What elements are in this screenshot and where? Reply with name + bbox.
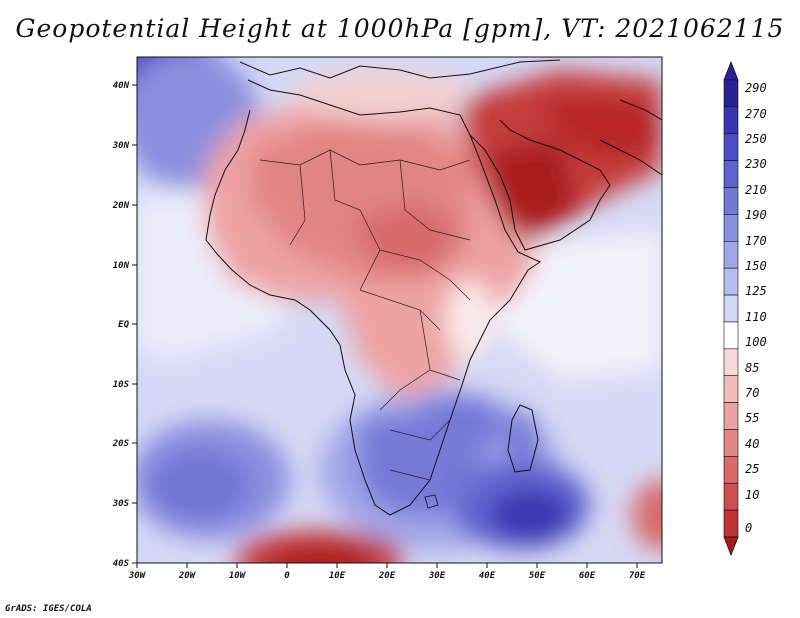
colorbar-swatch bbox=[723, 160, 739, 188]
lon-label: 30E bbox=[428, 571, 446, 581]
colorbar-swatch bbox=[723, 375, 739, 403]
colorbar-swatch bbox=[723, 106, 739, 135]
lat-label: 10S bbox=[113, 380, 130, 390]
lat-axis: 40N 30N 20N 10N EQ 10S 20S 30S 40S bbox=[112, 81, 137, 569]
lat-label: 30N bbox=[112, 141, 130, 151]
lon-label: 20E bbox=[378, 571, 396, 581]
lon-label: 60E bbox=[579, 571, 596, 581]
lon-label: 30W bbox=[128, 571, 147, 581]
lon-label: 10E bbox=[329, 571, 346, 581]
lat-label: 20N bbox=[112, 201, 130, 211]
lon-label: 40E bbox=[479, 571, 496, 581]
colorbar-label: 25 bbox=[745, 462, 759, 476]
height-field bbox=[137, 57, 662, 563]
colorbar-swatch bbox=[723, 321, 739, 350]
colorbar-swatch bbox=[723, 79, 739, 108]
colorbar-label: 250 bbox=[745, 132, 767, 146]
colorbar-swatch bbox=[723, 402, 739, 430]
lat-label: 30S bbox=[112, 499, 130, 509]
colorbar-label: 55 bbox=[745, 411, 759, 425]
colorbar-swatch bbox=[723, 133, 739, 161]
colorbar-label: 290 bbox=[745, 81, 767, 95]
lat-label: 40S bbox=[113, 559, 130, 569]
colorbar-label: 100 bbox=[745, 335, 767, 349]
lon-axis: 30W 20W 10W 0 10E 20E 30E 40E 50E 60E 70… bbox=[128, 563, 646, 581]
colorbar-swatch bbox=[723, 348, 739, 377]
lon-label: 50E bbox=[529, 571, 546, 581]
colorbar-label: 85 bbox=[745, 361, 759, 375]
colorbar-label: 230 bbox=[745, 157, 767, 171]
colorbar-swatch bbox=[723, 429, 739, 457]
colorbar-label: 150 bbox=[745, 259, 767, 273]
lat-label: 10N bbox=[113, 261, 130, 271]
lat-label: 40N bbox=[113, 81, 130, 91]
credit-text: GrADS: IGES/COLA bbox=[5, 604, 92, 614]
colorbar-swatch bbox=[723, 294, 739, 323]
colorbar-label: 190 bbox=[745, 208, 767, 222]
colorbar-label: 125 bbox=[745, 284, 767, 298]
colorbar-label: 210 bbox=[745, 183, 767, 197]
lon-label: 10W bbox=[229, 571, 247, 581]
lon-label: 20W bbox=[178, 571, 197, 581]
lat-label: 20S bbox=[112, 439, 130, 449]
colorbar-label: 0 bbox=[745, 521, 752, 535]
colorbar: 290 270 250 230 210 190 170 150 125 110 … bbox=[723, 60, 767, 557]
lat-label: EQ bbox=[118, 320, 129, 330]
colorbar-swatch bbox=[723, 482, 739, 511]
colorbar-label: 10 bbox=[745, 488, 759, 502]
colorbar-label: 40 bbox=[745, 437, 759, 451]
colorbar-top-arrow bbox=[723, 60, 739, 81]
lon-label: 0 bbox=[284, 571, 290, 581]
colorbar-label: 170 bbox=[745, 234, 767, 248]
colorbar-bottom-arrow bbox=[723, 536, 739, 557]
colorbar-swatch bbox=[723, 240, 739, 269]
colorbar-swatch bbox=[723, 509, 739, 538]
colorbar-swatch bbox=[723, 187, 739, 215]
colorbar-swatch bbox=[723, 214, 739, 242]
map-frame bbox=[136, 56, 663, 564]
colorbar-label: 70 bbox=[745, 386, 759, 400]
colorbar-swatch bbox=[723, 267, 739, 296]
colorbar-label: 110 bbox=[745, 310, 767, 324]
colorbar-label: 270 bbox=[745, 107, 767, 121]
lon-label: 70E bbox=[629, 571, 646, 581]
colorbar-swatch bbox=[723, 456, 739, 484]
map-title: Geopotential Height at 1000hPa [gpm], VT… bbox=[15, 14, 785, 43]
